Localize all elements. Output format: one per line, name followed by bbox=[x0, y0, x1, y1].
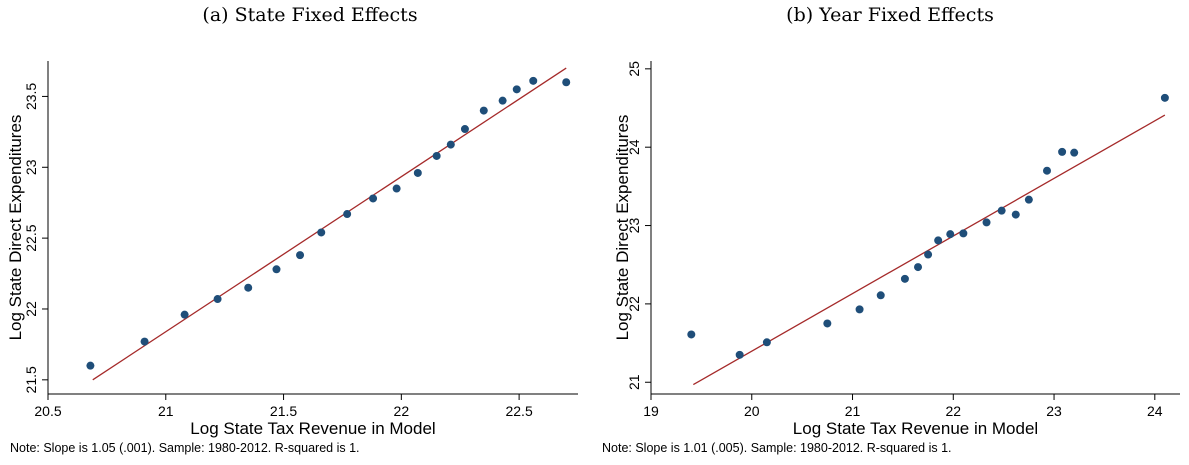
panel-b-data-point bbox=[900, 274, 909, 283]
panel-b-y-axis-label: Log State Direct Expenditures bbox=[613, 115, 632, 341]
panel-a-x-tick-label: 20.5 bbox=[34, 403, 61, 419]
panel-a-x-tick-label: 22 bbox=[394, 403, 410, 419]
panel-a-data-point bbox=[213, 295, 222, 304]
panel-a-data-point bbox=[529, 76, 538, 85]
panel-b-x-tick-label: 23 bbox=[1046, 403, 1062, 419]
panel-b-y-tick-label: 25 bbox=[626, 61, 642, 77]
panel-a-data-point bbox=[343, 210, 352, 219]
panel-a-note: Note: Slope is 1.05 (.001). Sample: 1980… bbox=[10, 441, 360, 455]
panel-a-data-point bbox=[413, 168, 422, 177]
panel-a-data-point bbox=[296, 251, 305, 260]
panel-b-data-point bbox=[1160, 93, 1169, 102]
panel-b-x-tick-label: 19 bbox=[643, 403, 659, 419]
panel-b-x-tick-label: 20 bbox=[744, 403, 760, 419]
panel-b-y-tick-label: 23 bbox=[626, 218, 642, 234]
panel-b-data-point bbox=[1070, 148, 1079, 157]
panel-b-chart: 19 20 21 22 23 24 21 22 23 24 25 Log State Tax Reve… bbox=[602, 61, 1180, 455]
panel-a-x-axis-label: Log State Tax Revenue in Model bbox=[190, 419, 435, 438]
panel-a-data-point bbox=[512, 85, 521, 94]
panel-b-note: Note: Slope is 1.01 (.005). Sample: 1980… bbox=[602, 441, 952, 455]
panel-a-x-tick-label: 22.5 bbox=[505, 403, 532, 419]
panel-b-title: (b) Year Fixed Effects bbox=[786, 4, 994, 26]
panel-b-x-tick-label: 24 bbox=[1147, 403, 1163, 419]
panel-a-data-point bbox=[392, 184, 401, 193]
panel-b-x-tick-label: 21 bbox=[845, 403, 861, 419]
panel-a-y-tick-label: 23 bbox=[23, 159, 39, 175]
panel-a-data-point bbox=[432, 151, 441, 160]
panel-b-data-point bbox=[946, 230, 955, 239]
panel-b-data-point bbox=[762, 338, 771, 347]
panel-a-y-tick-label: 23.5 bbox=[23, 83, 39, 110]
panel-a-chart: 20.5 21 21.5 22 22.5 21.5 22 22.5 23 23.5 Log Stat… bbox=[6, 61, 578, 455]
panel-b-x-tick-label: 22 bbox=[945, 403, 961, 419]
panel-a-x-tick-label: 21 bbox=[158, 403, 174, 419]
panel-b-data-point bbox=[1042, 166, 1051, 175]
panel-a-y-tick-label: 22 bbox=[23, 301, 39, 317]
panel-b-data-point bbox=[982, 218, 991, 227]
panel-a-data-point bbox=[460, 125, 469, 134]
panel-b-data-point bbox=[1024, 195, 1033, 204]
panel-a-y-tick-label: 22.5 bbox=[23, 224, 39, 251]
panel-b-fit-line bbox=[692, 114, 1166, 386]
panel-b-data-point bbox=[959, 229, 968, 238]
panel-a-data-point bbox=[317, 228, 326, 237]
panel-b-data-point bbox=[1011, 210, 1020, 219]
panel-a-data-point bbox=[479, 106, 488, 115]
panel-b-y-tick-label: 21 bbox=[626, 374, 642, 390]
panel-b-x-axis-label: Log State Tax Revenue in Model bbox=[793, 419, 1038, 438]
panel-a-y-tick-label: 21.5 bbox=[23, 366, 39, 393]
panel-b-data-point bbox=[997, 206, 1006, 215]
panel-a-x-tick-label: 21.5 bbox=[270, 403, 297, 419]
panel-a-data-point bbox=[140, 337, 149, 346]
panel-a-data-point bbox=[498, 96, 507, 105]
panel-a-data-point bbox=[369, 194, 378, 203]
panel-b-data-point bbox=[876, 291, 885, 300]
panel-a-fit-line bbox=[92, 67, 567, 381]
panel-b-data-point bbox=[1058, 147, 1067, 156]
panel-b-y-tick-label: 24 bbox=[626, 139, 642, 155]
panel-b-data-point bbox=[735, 350, 744, 359]
panel-a-title: (a) State Fixed Effects bbox=[202, 4, 418, 26]
panel-a-data-point bbox=[562, 78, 571, 87]
panel-a-data-point bbox=[446, 140, 455, 149]
panel-b-data-point bbox=[855, 305, 864, 314]
panel-b-data-point bbox=[914, 263, 923, 272]
panel-b-data-point bbox=[823, 319, 832, 328]
panel-a-data-point bbox=[86, 361, 95, 370]
panel-b-data-point bbox=[687, 330, 696, 339]
panel-a-data-point bbox=[244, 283, 253, 292]
panel-b-data-point bbox=[934, 236, 943, 245]
panel-b-data-point bbox=[924, 250, 933, 259]
panel-a-y-axis-label: Log State Direct Expenditures bbox=[6, 115, 25, 341]
panel-a-data-point bbox=[180, 310, 189, 319]
panel-a-data-point bbox=[272, 265, 281, 274]
panel-b-y-tick-label: 22 bbox=[626, 296, 642, 312]
